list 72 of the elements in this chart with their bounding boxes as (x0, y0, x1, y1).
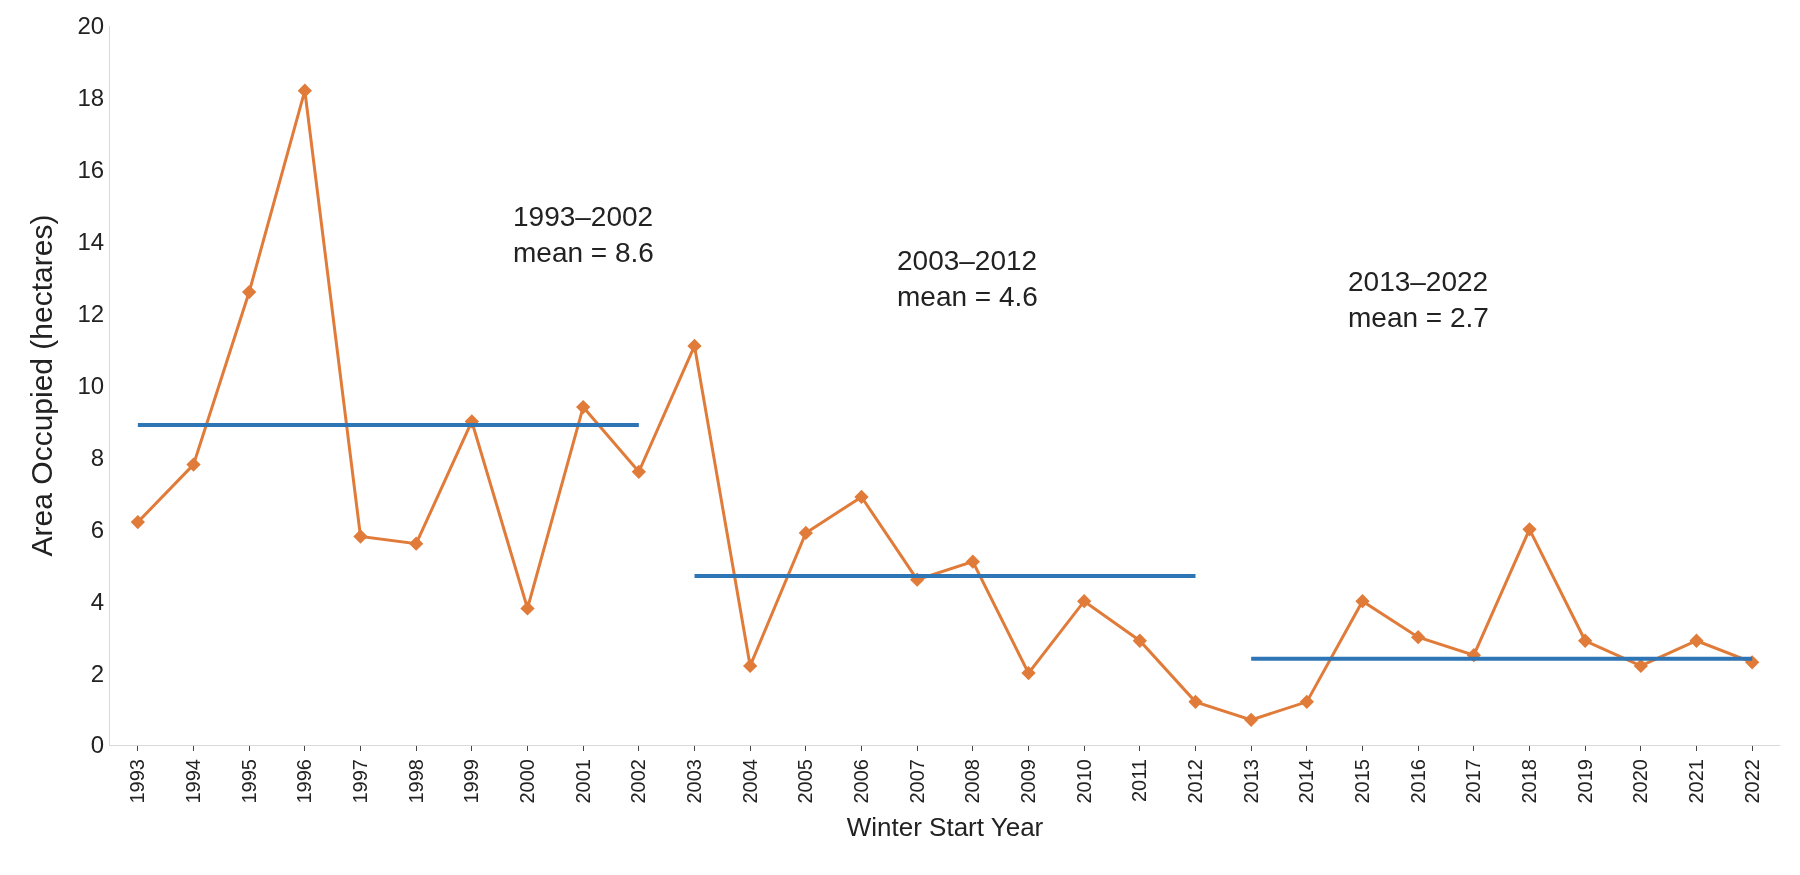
point (130, 514, 145, 530)
x-tick-label: 2015 (1351, 759, 1373, 804)
y-tick-label: 18 (77, 84, 105, 112)
point (186, 457, 201, 472)
x-tick-label: 2014 (1295, 759, 1318, 804)
y-axis-title: Area Occupied (hectares) (25, 214, 59, 557)
x-tick-label: 1996 (293, 759, 316, 804)
point (1244, 712, 1259, 727)
x-tick-label: 1993 (126, 759, 149, 804)
x-tick-label: 2022 (1740, 759, 1763, 804)
x-tick-label: 2009 (1017, 759, 1039, 804)
y-tick-label: 10 (77, 371, 105, 399)
x-tick-label: 1994 (182, 759, 204, 804)
point (798, 525, 813, 541)
x-tick-label: 2019 (1573, 759, 1596, 804)
x-tick-label: 2002 (627, 759, 650, 804)
y-tick-label: 4 (90, 587, 105, 615)
point (520, 601, 535, 616)
x-axis-title: Winter Start Year (846, 812, 1044, 843)
point (409, 536, 424, 551)
x-tick-label: 2020 (1629, 759, 1652, 804)
x-tick-label: 2006 (850, 759, 872, 804)
point (1689, 633, 1704, 648)
point (965, 554, 980, 569)
annotation: 1993–2002 mean = 8.6 (513, 201, 654, 269)
point (1411, 630, 1426, 645)
x-tick-label: 2003 (683, 759, 705, 804)
x-tick-label: 1998 (404, 759, 427, 804)
x-tick-label: 1997 (349, 759, 371, 804)
x-tick-label: 2005 (794, 759, 817, 804)
x-tick-label: 2001 (571, 759, 594, 804)
point (687, 338, 702, 354)
x-tick-label: 1995 (237, 759, 260, 804)
point (1077, 594, 1092, 609)
point (576, 399, 591, 415)
x-tick-label: 2013 (1239, 759, 1262, 804)
point (1578, 633, 1593, 648)
x-tick-label: 1999 (460, 759, 483, 804)
x-tick-label: 2012 (1184, 759, 1206, 804)
point (1188, 694, 1203, 710)
y-tick-label: 14 (77, 228, 105, 256)
point (297, 83, 312, 98)
x-tick-label: 2016 (1406, 759, 1429, 804)
point (1299, 694, 1314, 710)
point (1021, 665, 1036, 681)
y-tick-label: 0 (90, 731, 105, 759)
y-tick-label: 12 (77, 300, 105, 327)
point (743, 658, 758, 674)
point (631, 464, 646, 479)
point (1522, 522, 1537, 537)
y-tick-label: 8 (90, 443, 105, 471)
x-tick-label: 2000 (516, 759, 538, 804)
y-tick-label: 6 (90, 515, 105, 543)
x-tick-label: 2017 (1462, 759, 1485, 804)
point (242, 284, 257, 300)
annotation: 2003–2012 mean = 4.6 (897, 245, 1038, 313)
y-tick-label: 20 (77, 12, 105, 40)
x-tick-label: 2018 (1518, 759, 1540, 804)
x-tick-label: 2008 (961, 759, 984, 804)
x-tick-label: 2021 (1685, 759, 1707, 804)
x-tick-label: 2010 (1072, 759, 1095, 804)
point (854, 489, 869, 505)
x-tick-label: 2007 (905, 759, 928, 804)
point (1633, 658, 1648, 674)
y-tick-label: 16 (77, 156, 105, 184)
x-tick-label: 2004 (738, 759, 761, 804)
y-tick-label: 2 (90, 659, 105, 687)
annotation: 2013–2022 mean = 2.7 (1348, 266, 1489, 334)
point (1355, 594, 1370, 609)
point (1132, 633, 1147, 648)
point (353, 529, 368, 544)
x-tick-label: 2011 (1128, 759, 1151, 803)
